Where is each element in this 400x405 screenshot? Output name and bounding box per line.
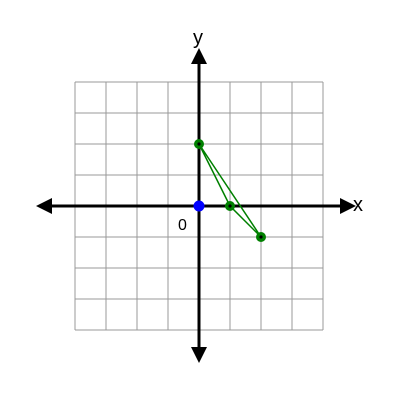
triangle-vertex-center-2 (228, 204, 232, 208)
origin-point (193, 200, 205, 212)
y-axis-arrow-up (191, 48, 207, 64)
x-axis-arrow-right (340, 198, 356, 214)
triangle-vertex-center-1 (197, 142, 201, 146)
y-axis-label: y (193, 27, 203, 49)
y-axis-arrow-down (191, 347, 207, 363)
triangle-shape (198, 143, 262, 238)
origin-label: 0 (178, 217, 187, 234)
triangle-outline (198, 143, 262, 238)
x-axis-arrow-left (36, 198, 52, 214)
triangle-vertex-center-3 (259, 235, 263, 239)
x-axis-label: x (353, 194, 363, 216)
points (193, 139, 266, 242)
